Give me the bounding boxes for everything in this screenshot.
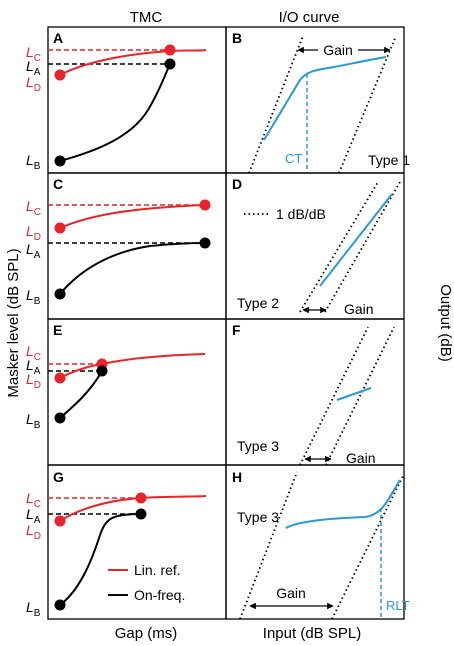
panel-d: D 1 dB/dB Gain Type 2 bbox=[225, 172, 405, 320]
type-label: Type 2 bbox=[237, 295, 279, 311]
level-label-ld: LD bbox=[26, 223, 41, 243]
io-curve bbox=[263, 56, 387, 141]
panel-c-letter: C bbox=[53, 176, 63, 192]
panel-d-letter: D bbox=[232, 176, 242, 192]
linear-reference-curve bbox=[59, 495, 207, 522]
ld-point bbox=[54, 372, 66, 384]
legend-onfreq-label: On-freq. bbox=[134, 587, 185, 603]
on-frequency-curve bbox=[59, 242, 206, 295]
gain-label: Gain bbox=[323, 42, 353, 58]
level-label-lb: LB bbox=[26, 411, 41, 431]
panel-g: G LC LA LD LB Lin. ref. On-freq. bbox=[26, 464, 227, 620]
panel-h-frame bbox=[225, 464, 405, 620]
level-label-la: LA bbox=[26, 506, 41, 526]
gain-label: Gain bbox=[344, 301, 374, 317]
level-label-lb: LB bbox=[26, 287, 41, 307]
gain-label: Gain bbox=[346, 450, 376, 466]
tmc-column-title: TMC bbox=[130, 9, 163, 26]
level-label-lb: LB bbox=[26, 152, 41, 172]
type-label: Type 3 bbox=[237, 509, 279, 525]
linear-reference-line-right bbox=[324, 181, 401, 313]
lb-point bbox=[54, 599, 66, 611]
panel-f: F Gain Type 3 bbox=[225, 318, 405, 466]
slope-legend-label: 1 dB/dB bbox=[276, 206, 326, 222]
panel-c-frame bbox=[47, 172, 227, 320]
panel-a: A LC LA LD LB bbox=[26, 26, 227, 174]
linear-reference-line-left bbox=[299, 326, 369, 466]
level-label-lb: LB bbox=[26, 599, 41, 619]
lc-point bbox=[199, 199, 211, 211]
rlt-label: RLT bbox=[386, 598, 410, 613]
panel-a-letter: A bbox=[53, 30, 63, 46]
linear-reference-curve bbox=[59, 49, 207, 76]
level-label-ld: LD bbox=[26, 371, 41, 391]
masker-level-axis-label: Masker level (dB SPL) bbox=[5, 248, 22, 397]
panel-a-frame bbox=[47, 26, 227, 174]
output-axis-label: Output (dB) bbox=[437, 284, 454, 362]
io-curve bbox=[285, 479, 401, 529]
lb-point bbox=[54, 155, 66, 167]
la-point bbox=[135, 508, 147, 520]
ld-point bbox=[54, 515, 66, 527]
input-axis-label: Input (dB SPL) bbox=[263, 625, 361, 642]
panel-f-letter: F bbox=[232, 322, 241, 338]
on-frequency-curve bbox=[59, 370, 103, 419]
level-label-lc: LC bbox=[26, 343, 41, 363]
panel-e-letter: E bbox=[53, 322, 62, 338]
panel-b: B Gain CT Type 1 bbox=[225, 26, 410, 174]
linear-reference-line-left bbox=[248, 35, 304, 174]
lb-point bbox=[54, 412, 66, 424]
io-curve bbox=[319, 193, 393, 287]
la-point bbox=[96, 365, 108, 377]
legend-linref-label: Lin. ref. bbox=[134, 562, 181, 578]
panel-h: H RLT Gain Type 3 bbox=[225, 464, 410, 620]
panel-h-letter: H bbox=[232, 469, 242, 485]
gap-axis-label: Gap (ms) bbox=[115, 625, 178, 642]
panel-c: C LC LD LA LB bbox=[26, 172, 227, 320]
linear-reference-line-left bbox=[239, 471, 298, 620]
level-label-ld: LD bbox=[26, 522, 41, 542]
level-label-ld: LD bbox=[26, 74, 41, 94]
panel-e-frame bbox=[47, 318, 227, 466]
level-label-la: LA bbox=[26, 357, 41, 377]
la-point bbox=[164, 58, 176, 70]
ld-point bbox=[54, 222, 66, 234]
linear-reference-line-right bbox=[325, 326, 395, 466]
linear-reference-line-left bbox=[299, 181, 379, 313]
linear-reference-curve bbox=[59, 353, 206, 379]
panel-e: E LC LA LD LB bbox=[26, 318, 227, 466]
level-label-la: LA bbox=[26, 241, 41, 261]
panel-b-letter: B bbox=[232, 30, 242, 46]
gain-label-bg bbox=[318, 42, 358, 56]
linear-reference-curve bbox=[59, 204, 206, 229]
lc-point bbox=[135, 492, 147, 504]
lc-point bbox=[164, 44, 176, 56]
level-label-lc: LC bbox=[26, 198, 41, 218]
type-label: Type 1 bbox=[368, 152, 410, 168]
gain-label: Gain bbox=[276, 585, 306, 601]
on-frequency-curve bbox=[59, 513, 142, 606]
level-label-la: LA bbox=[26, 58, 41, 78]
ld-point bbox=[54, 69, 66, 81]
io-curve-column-title: I/O curve bbox=[279, 9, 340, 26]
level-label-lc: LC bbox=[26, 490, 41, 510]
panel-g-letter: G bbox=[53, 469, 64, 485]
level-label-lc: LC bbox=[26, 44, 41, 64]
ct-label: CT bbox=[285, 151, 302, 166]
lb-point bbox=[54, 288, 66, 300]
type-label: Type 3 bbox=[237, 438, 279, 454]
on-frequency-curve bbox=[59, 63, 171, 162]
la-point bbox=[199, 237, 211, 249]
io-curve bbox=[336, 387, 372, 401]
